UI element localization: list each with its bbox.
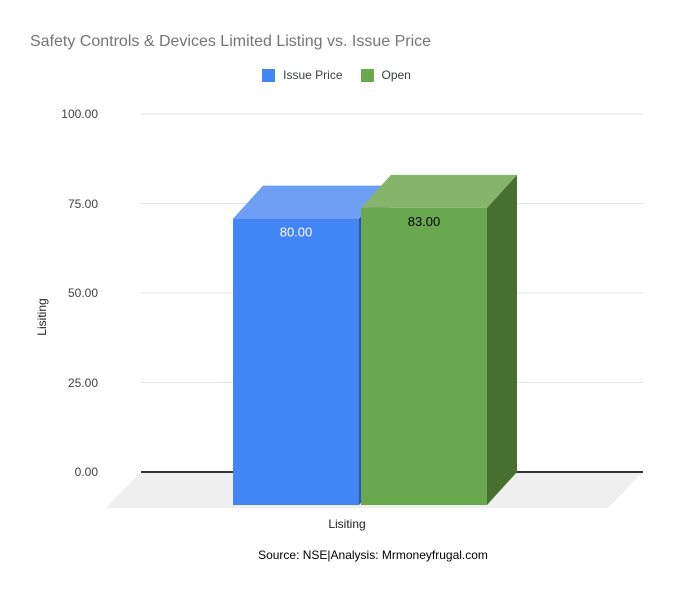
legend-label: Issue Price — [283, 68, 343, 82]
bar-side-1 — [487, 174, 517, 506]
y-axis-tick-label: 50.00 — [67, 286, 98, 300]
legend-swatch-icon — [360, 68, 374, 82]
legend-swatch-icon — [262, 68, 276, 82]
x-axis-category-label: Lisiting — [328, 517, 366, 531]
chart-title: Safety Controls & Devices Limited Listin… — [30, 33, 432, 50]
y-axis-tick-label: 0.00 — [74, 465, 98, 479]
legend-item: Issue Price — [262, 68, 343, 82]
source-attribution: Source: NSE|Analysis: Mrmoneyfrugal.com — [258, 548, 488, 562]
y-axis-tick-label: 25.00 — [67, 375, 98, 390]
legend: Issue Price Open — [0, 68, 673, 82]
legend-item: Open — [360, 68, 411, 82]
bar-value-label: 80.00 — [280, 225, 313, 240]
y-axis-ticks: 0.00 25.00 50.00 75.00 100.00 — [28, 0, 98, 520]
y-axis-tick-label: 100.00 — [61, 107, 98, 121]
bar-top-0 — [233, 185, 389, 219]
y-axis-tick-label: 75.00 — [67, 196, 98, 211]
legend-label: Open — [381, 68, 411, 82]
bar-front-1 — [361, 207, 487, 506]
bar-top-1 — [361, 174, 517, 208]
y-axis-title: Lisiting — [35, 298, 49, 336]
bar-value-label: 83.00 — [408, 214, 441, 229]
bar-front-0 — [233, 218, 359, 505]
